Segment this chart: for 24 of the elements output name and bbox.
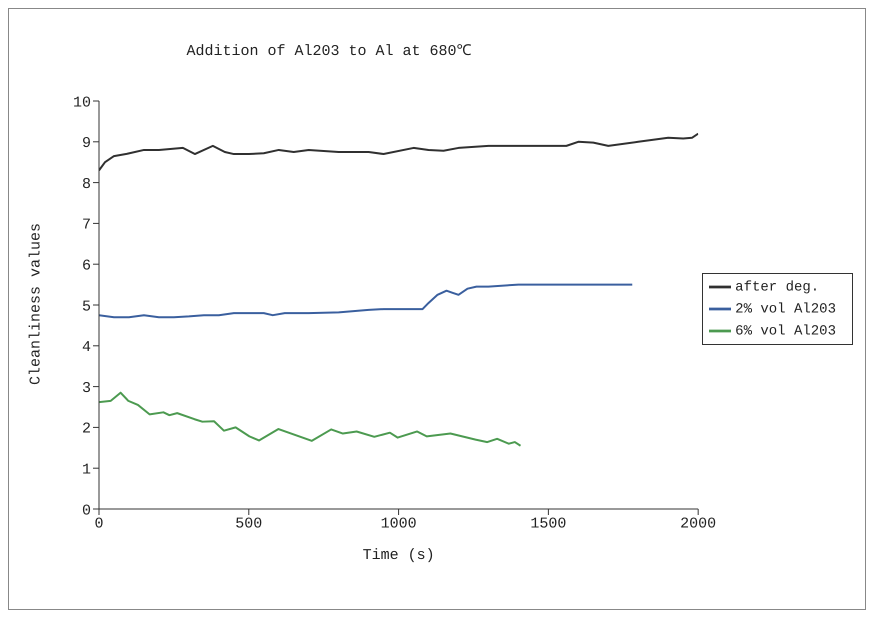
line-series xyxy=(99,392,522,447)
y-tick-label: 9 xyxy=(82,135,91,152)
legend-label: 2% vol Al203 xyxy=(735,302,836,318)
x-axis-title: Time (s) xyxy=(362,547,435,564)
x-tick-label: 1500 xyxy=(530,516,566,533)
y-tick-label: 8 xyxy=(82,176,91,193)
y-tick-label: 4 xyxy=(82,339,91,356)
x-tick-label: 1000 xyxy=(380,516,417,533)
y-tick-label: 0 xyxy=(82,502,91,520)
y-tick-label: 2 xyxy=(82,420,91,438)
y-tick-label: 10 xyxy=(72,94,91,112)
legend-label: 6% vol Al203 xyxy=(735,324,836,340)
x-tick-label: 500 xyxy=(235,516,262,533)
legend-label: after deg. xyxy=(735,280,820,296)
x-tick-label: 2000 xyxy=(680,516,716,533)
y-axis-title: Cleanliness values xyxy=(27,222,44,385)
y-tick-label: 1 xyxy=(82,462,91,479)
line-series xyxy=(99,284,634,318)
chart-title: Addition of Al203 to Al at 680℃ xyxy=(185,42,473,60)
y-tick-label: 7 xyxy=(82,216,91,234)
y-tick-label: 3 xyxy=(82,380,91,397)
y-tick-label: 5 xyxy=(82,298,91,316)
y-tick-label: 6 xyxy=(82,258,91,275)
x-tick-label: 0 xyxy=(94,516,104,533)
